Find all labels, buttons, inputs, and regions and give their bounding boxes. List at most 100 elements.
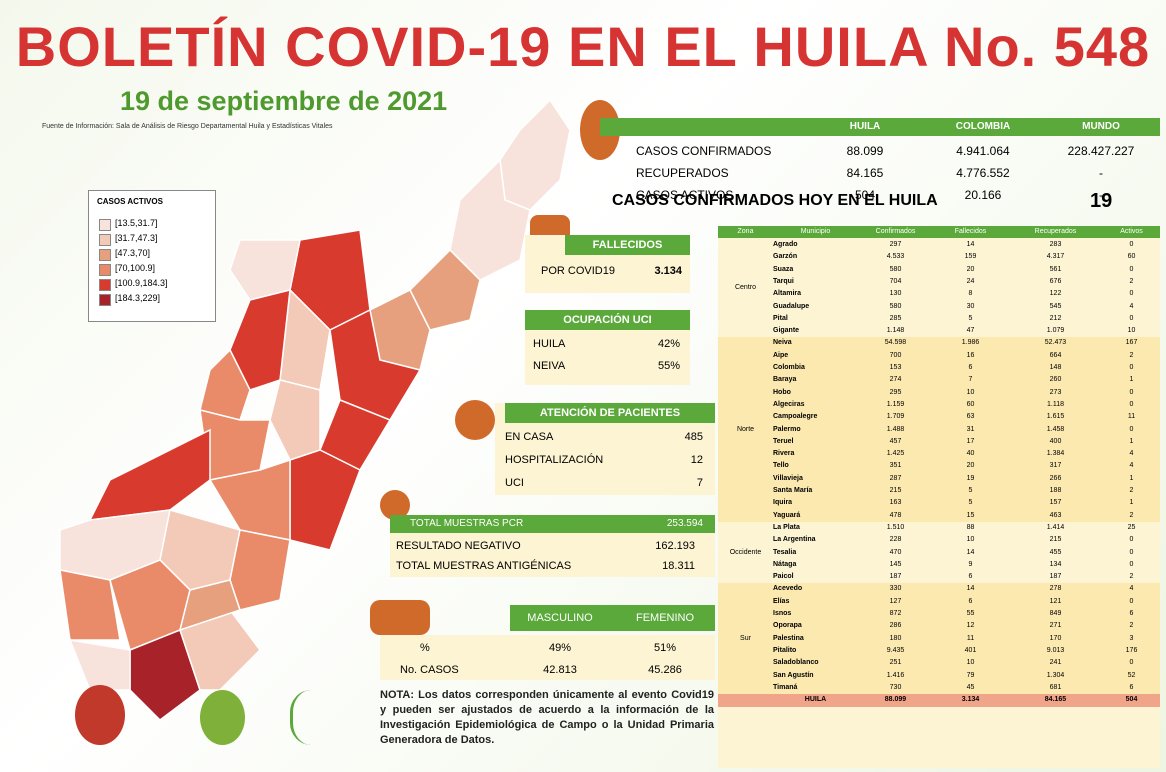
table-cell: 1.304 <box>1046 671 1065 679</box>
table-cell: 30 <box>966 302 975 310</box>
title: BOLETÍN COVID-19 EN EL HUILA No. 548 <box>15 15 1151 78</box>
table-cell: 134 <box>1049 560 1062 568</box>
table-cell: 63 <box>966 413 975 421</box>
table-cell: 188 <box>1049 487 1062 494</box>
table-cell: 470 <box>889 548 902 556</box>
table-cell: 180 <box>889 634 902 642</box>
table-cell: 463 <box>1049 511 1062 519</box>
table-cell: 478 <box>889 511 902 519</box>
total-cell: 3.134 <box>961 696 980 704</box>
summary-value: 4.776.552 <box>956 166 1010 180</box>
municipality: Elías <box>773 597 790 605</box>
municipality: Gigante <box>773 327 800 335</box>
table-cell: 1 <box>1129 437 1134 445</box>
table-header-cell: Activos <box>1120 228 1143 235</box>
table-cell: 2 <box>1129 487 1134 494</box>
table-cell: 676 <box>1049 277 1062 285</box>
table-cell: 274 <box>889 376 902 384</box>
summary-label: CASOS ACTIVOS <box>636 188 734 202</box>
care-icon <box>455 400 495 440</box>
municipality: La Argentina <box>773 536 816 544</box>
table-cell: 580 <box>889 302 902 310</box>
legend-label: [47.3,70] <box>115 248 151 258</box>
table-cell: 295 <box>889 388 902 396</box>
legend-swatch <box>99 264 111 276</box>
table-cell: 286 <box>889 622 902 630</box>
municipality: Tarqui <box>773 277 794 285</box>
icu-box: OCUPACIÓN UCI HUILA 42% NEIVA 55% <box>525 310 690 385</box>
municipality: Neiva <box>773 339 792 347</box>
table-cell: 580 <box>889 265 902 273</box>
table-cell: 20 <box>966 265 975 273</box>
municipal-table: Zona Municipio Confirmados Fallecidos Recupe… <box>718 226 1160 768</box>
gender-label: % <box>420 642 430 654</box>
care-value: 12 <box>690 454 703 466</box>
table-cell: 4 <box>1129 462 1134 470</box>
municipality: Garzón <box>773 253 798 261</box>
table-cell: 14 <box>966 241 975 248</box>
table-cell: 40 <box>966 450 975 458</box>
summary-column: MUNDO <box>1082 121 1120 132</box>
table-cell: 704 <box>889 277 902 285</box>
municipality: Pital <box>773 314 788 322</box>
table-cell: 9.435 <box>886 646 905 654</box>
municipality: Teruel <box>773 437 794 445</box>
legend-label: [13.5,31.7] <box>115 218 158 228</box>
legend-label: [31.7,47.3] <box>115 233 158 243</box>
table-cell: 14 <box>966 585 975 593</box>
table-cell: 0 <box>1129 241 1134 248</box>
today-label: CASOS CONFIRMADOS HOY EN EL HUILA <box>612 192 938 209</box>
table-cell: 88 <box>966 523 975 531</box>
table-cell: 167 <box>1125 339 1138 347</box>
municipality: Santa María <box>773 487 813 494</box>
municipality: Tello <box>773 462 789 470</box>
table-cell: 730 <box>889 683 902 691</box>
table-cell: 8 <box>968 290 973 298</box>
table-cell: 31 <box>966 425 975 433</box>
gender-value: 49% <box>548 642 572 654</box>
samples-label: TOTAL MUESTRAS ANTIGÉNICAS <box>396 560 572 572</box>
samples-box: TOTAL MUESTRAS PCR 253.594 RESULTADO NEGAT… <box>390 515 715 577</box>
table-cell: 1.615 <box>1046 413 1065 421</box>
table-cell: 545 <box>1049 302 1062 310</box>
legend-title: CASOS ACTIVOS <box>97 197 163 206</box>
care-value: 7 <box>696 477 703 489</box>
table-header-cell: Fallecidos <box>954 228 987 235</box>
table-cell: 4.317 <box>1046 253 1065 261</box>
table-cell: 20 <box>966 462 975 470</box>
summary-value: 88.099 <box>846 144 884 158</box>
gender-header <box>510 605 715 631</box>
municipality: Baraya <box>773 376 797 384</box>
care-title: ATENCIÓN DE PACIENTES <box>505 403 715 423</box>
total-cell: 84.165 <box>1044 696 1067 704</box>
table-cell: 0 <box>1129 560 1134 568</box>
table-cell: 4 <box>1129 302 1134 310</box>
samples-label: RESULTADO NEGATIVO <box>396 540 521 552</box>
icu-title: OCUPACIÓN UCI <box>525 310 690 330</box>
table-cell: 285 <box>889 314 902 322</box>
table-cell: 2 <box>1129 277 1134 285</box>
table-cell: 5 <box>968 487 973 494</box>
municipality: La Plata <box>773 523 800 531</box>
table-cell: 0 <box>1129 425 1134 433</box>
table-cell: 0 <box>1129 364 1134 371</box>
table-header-cell: Recuperados <box>1034 228 1077 235</box>
care-box: ATENCIÓN DE PACIENTES EN CASA 485 HOSPITALI… <box>495 403 715 495</box>
icu-label: NEIVA <box>533 360 566 372</box>
table-cell: 6 <box>1129 683 1134 691</box>
table-cell: 17 <box>966 437 975 445</box>
table-cell: 2 <box>1129 622 1134 630</box>
logo-3 <box>290 690 343 745</box>
municipality: Pitalito <box>773 646 797 654</box>
note: NOTA: Los datos corresponden únicamente … <box>380 689 714 746</box>
table-cell: 2 <box>1129 511 1134 519</box>
legend-swatch <box>99 219 111 231</box>
table-cell: 1.148 <box>886 327 905 335</box>
municipality: Palestina <box>773 634 804 642</box>
table-cell: 6 <box>968 573 973 581</box>
table-cell: 11 <box>966 634 975 642</box>
gender-value: 45.286 <box>648 664 682 676</box>
table-cell: 9 <box>968 560 973 568</box>
table-cell: 52.473 <box>1044 339 1067 347</box>
table-cell: 60 <box>1127 253 1136 261</box>
